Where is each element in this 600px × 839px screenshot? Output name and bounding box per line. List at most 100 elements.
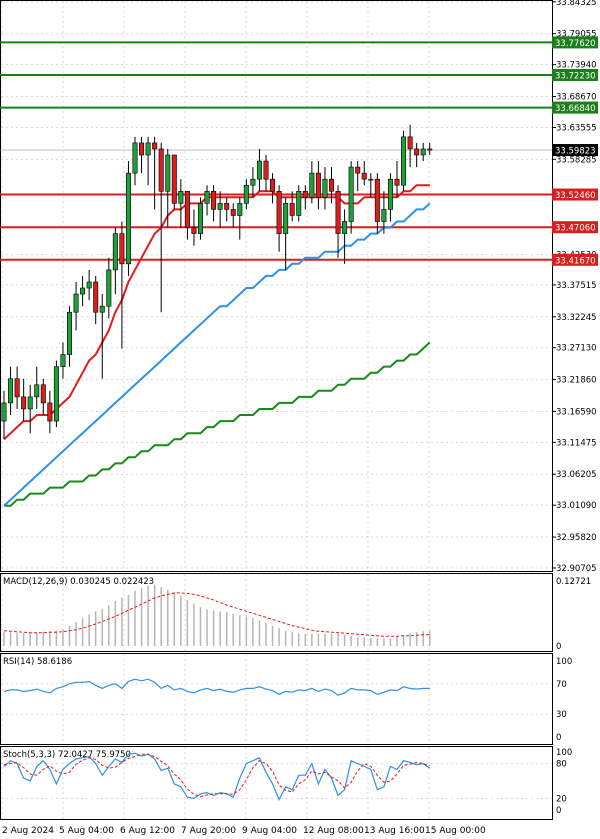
candle-body (53, 366, 59, 422)
candlesticks (1, 124, 433, 440)
candle-body (40, 384, 46, 404)
candle-body (93, 281, 99, 313)
resistance-line-tag (552, 68, 598, 81)
rsi-axis-label: 70 (556, 680, 567, 690)
candle-body (427, 148, 433, 151)
rsi-axis-label: 30 (556, 710, 567, 720)
candle-body (263, 160, 269, 180)
candle-body (355, 166, 361, 174)
time-label: 6 Aug 12:00 (120, 826, 175, 836)
candle-body (381, 209, 387, 222)
candle-body (387, 178, 393, 210)
ma-fast-line (3, 184, 430, 440)
macd-title: MACD(12,26,9) 0.030245 0.022423 (3, 577, 154, 587)
price-tick-label: 33.11475 (556, 438, 597, 448)
price-tick-label: 33.68670 (556, 93, 597, 103)
candle-body (27, 396, 33, 410)
panel-frame-1 (0, 573, 553, 652)
candle-body (60, 354, 66, 367)
panel-frames (0, 0, 553, 820)
candle-body (178, 190, 184, 204)
candle-body (270, 178, 276, 192)
candle-body (211, 190, 217, 210)
candle-body (198, 203, 204, 234)
current-price-tag (552, 144, 598, 157)
resistance-line-label: 33.66840 (555, 104, 596, 114)
current-price-label: 33.59823 (555, 147, 596, 157)
price-tick-label: 32.90705 (556, 564, 597, 574)
price-tick-label: 33.32245 (556, 313, 597, 323)
resistance-line-label: 33.72230 (555, 71, 596, 81)
rsi-axis-label: 0 (556, 733, 561, 743)
candle-body (184, 190, 190, 228)
support-line-label: 33.52460 (555, 191, 596, 201)
candle-body (158, 148, 164, 192)
time-label: 13 Aug 16:00 (364, 826, 425, 836)
support-line-label: 33.41670 (555, 256, 596, 266)
ma-mid-line (3, 202, 431, 507)
time-label: 7 Aug 20:00 (181, 826, 236, 836)
candle-body (217, 203, 223, 210)
candle-body (401, 136, 407, 186)
time-label: 2 Aug 2024 (2, 826, 54, 836)
candle-body (414, 148, 420, 156)
macd-panel: MACD(12,26,9) 0.030245 0.022423 0.12721 0 (3, 577, 591, 652)
candle-body (139, 142, 145, 156)
candle-body (302, 190, 308, 198)
candle-body (67, 311, 73, 355)
candle-body (394, 178, 400, 186)
support-line-tag (552, 221, 598, 234)
candle-body (420, 148, 426, 156)
price-tick-label: 32.95820 (556, 533, 597, 543)
macd-axis-label: 0.12721 (556, 577, 591, 587)
stoch-panel: Stoch(5,3,3) 72.0427 75.9750 100 80 20 0 (1, 748, 572, 816)
resistance-line-label: 33.77620 (555, 39, 596, 49)
panel-frame-3 (0, 746, 553, 820)
candle-body (230, 209, 236, 216)
candle-body (296, 190, 302, 216)
price-tick-label: 33.27130 (556, 344, 597, 354)
candle-body (256, 160, 262, 180)
price-tick-label: 33.01090 (556, 501, 597, 511)
ma-slow-line (4, 341, 431, 507)
macd-signal-line (3, 592, 430, 637)
rsi-title: RSI(14) 58.6186 (3, 657, 72, 667)
resistance-line-tag (552, 101, 598, 114)
candle-body (322, 178, 328, 198)
candle-body (14, 378, 20, 398)
candle-body (328, 178, 334, 192)
resistance-line-tag (552, 36, 598, 49)
candle-body (34, 384, 40, 398)
candle-body (289, 203, 295, 216)
price-tick-label: 33.63555 (556, 123, 597, 133)
stoch-axis-label: 80 (556, 760, 567, 770)
stoch-axis-label: 100 (556, 748, 572, 758)
stoch-axis-label: 20 (556, 794, 567, 804)
time-label: 9 Aug 04:00 (242, 826, 297, 836)
candle-body (407, 136, 413, 150)
candle-body (112, 233, 118, 271)
candle-body (8, 378, 14, 404)
candle-body (237, 203, 243, 216)
candle-body (368, 178, 374, 181)
grid-lines (1, 1, 552, 819)
candle-body (80, 287, 86, 295)
candle-body (348, 166, 354, 222)
price-tick-label: 33.73940 (556, 61, 597, 71)
candle-body (243, 184, 249, 204)
support-line-tag (552, 253, 598, 266)
time-axis: 2 Aug 2024 5 Aug 04:00 6 Aug 12:00 7 Aug 20… (2, 826, 486, 836)
price-axis: 33.84325 33.79055 33.73940 33.68670 33.63555… (552, 0, 597, 574)
candle-body (73, 293, 79, 313)
candle-body (224, 203, 230, 210)
support-line-tag (552, 188, 598, 201)
candle-body (315, 172, 321, 198)
candle-body (191, 227, 197, 234)
candle-body (276, 190, 282, 234)
stoch-axis-label: 0 (556, 806, 561, 816)
stoch-d-line (3, 753, 430, 798)
support-line-label: 33.47060 (555, 224, 596, 234)
candle-body (361, 172, 367, 180)
candle-body (106, 269, 112, 307)
